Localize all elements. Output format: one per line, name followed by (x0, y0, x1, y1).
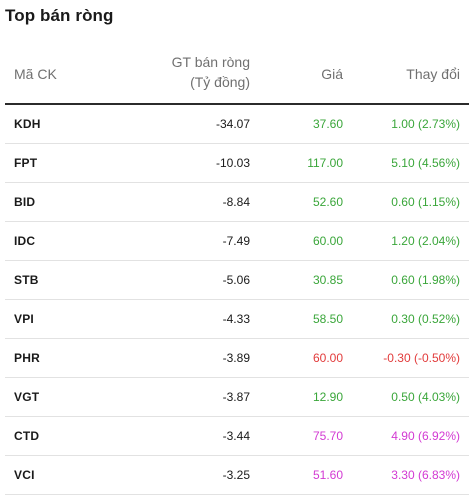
cell-symbol[interactable]: VGT (14, 390, 40, 404)
header-change: Thay đổi (406, 66, 460, 82)
cell-price: 51.60 (312, 468, 343, 482)
cell-price: 52.60 (312, 195, 343, 209)
cell-net-value: -3.44 (222, 429, 250, 443)
cell-price: 58.50 (312, 312, 343, 326)
cell-symbol[interactable]: IDC (14, 234, 36, 248)
header-symbol: Mã CK (14, 66, 57, 82)
cell-net-value: -5.06 (222, 273, 250, 287)
cell-change: 1.00 (2.73%) (391, 117, 460, 131)
header-net-value-line1: GT bán ròng (171, 54, 250, 70)
cell-change: 4.90 (6.92%) (391, 429, 460, 443)
cell-symbol[interactable]: FPT (14, 156, 38, 170)
cell-symbol[interactable]: VPI (14, 312, 34, 326)
table-row[interactable]: IDC -7.49 60.00 1.20 (2.04%) (5, 222, 469, 261)
cell-change: 0.60 (1.15%) (391, 195, 460, 209)
cell-change: 0.50 (4.03%) (391, 390, 460, 404)
table-row[interactable]: KDH -34.07 37.60 1.00 (2.73%) (5, 105, 469, 144)
cell-net-value: -3.25 (222, 468, 250, 482)
cell-price: 60.00 (312, 234, 343, 248)
cell-symbol[interactable]: PHR (14, 351, 40, 365)
table-row[interactable]: VPI -4.33 58.50 0.30 (0.52%) (5, 300, 469, 339)
cell-change: 0.60 (1.98%) (391, 273, 460, 287)
cell-net-value: -10.03 (215, 156, 250, 170)
cell-change: 0.30 (0.52%) (391, 312, 460, 326)
widget-title: Top bán ròng (5, 6, 114, 25)
cell-price: 30.85 (312, 273, 343, 287)
cell-price: 60.00 (312, 351, 343, 365)
cell-symbol[interactable]: STB (14, 273, 39, 287)
cell-symbol[interactable]: CTD (14, 429, 40, 443)
cell-net-value: -3.89 (222, 351, 250, 365)
header-net-value-line2: (Tỷ đồng) (190, 74, 250, 90)
cell-net-value: -4.33 (222, 312, 250, 326)
cell-net-value: -3.87 (222, 390, 250, 404)
cell-net-value: -34.07 (215, 117, 250, 131)
header-net-value: GT bán ròng (Tỷ đồng) (172, 52, 250, 92)
cell-change: 5.10 (4.56%) (391, 156, 460, 170)
table-row[interactable]: FPT -10.03 117.00 5.10 (4.56%) (5, 144, 469, 183)
cell-price: 117.00 (307, 156, 343, 170)
cell-net-value: -7.49 (222, 234, 250, 248)
net-sell-table: Mã CK GT bán ròng (Tỷ đồng) Giá Thay đổi… (5, 50, 469, 495)
cell-price: 37.60 (312, 117, 343, 131)
cell-symbol[interactable]: BID (14, 195, 36, 209)
table-row[interactable]: STB -5.06 30.85 0.60 (1.98%) (5, 261, 469, 300)
cell-price: 75.70 (312, 429, 343, 443)
table-row[interactable]: PHR -3.89 60.00 -0.30 (-0.50%) (5, 339, 469, 378)
cell-net-value: -8.84 (222, 195, 250, 209)
cell-price: 12.90 (312, 390, 343, 404)
table-header: Mã CK GT bán ròng (Tỷ đồng) Giá Thay đổi (5, 50, 469, 105)
cell-symbol[interactable]: VCI (14, 468, 35, 482)
cell-symbol[interactable]: KDH (14, 117, 41, 131)
header-price: Giá (321, 66, 343, 82)
cell-change: 1.20 (2.04%) (391, 234, 460, 248)
table-row[interactable]: BID -8.84 52.60 0.60 (1.15%) (5, 183, 469, 222)
table-body: KDH -34.07 37.60 1.00 (2.73%) FPT -10.03 117.0… (5, 105, 469, 495)
cell-change: -0.30 (-0.50%) (383, 351, 460, 365)
cell-change: 3.30 (6.83%) (391, 468, 460, 482)
table-row[interactable]: CTD -3.44 75.70 4.90 (6.92%) (5, 417, 469, 456)
table-row[interactable]: VCI -3.25 51.60 3.30 (6.83%) (5, 456, 469, 495)
table-row[interactable]: VGT -3.87 12.90 0.50 (4.03%) (5, 378, 469, 417)
